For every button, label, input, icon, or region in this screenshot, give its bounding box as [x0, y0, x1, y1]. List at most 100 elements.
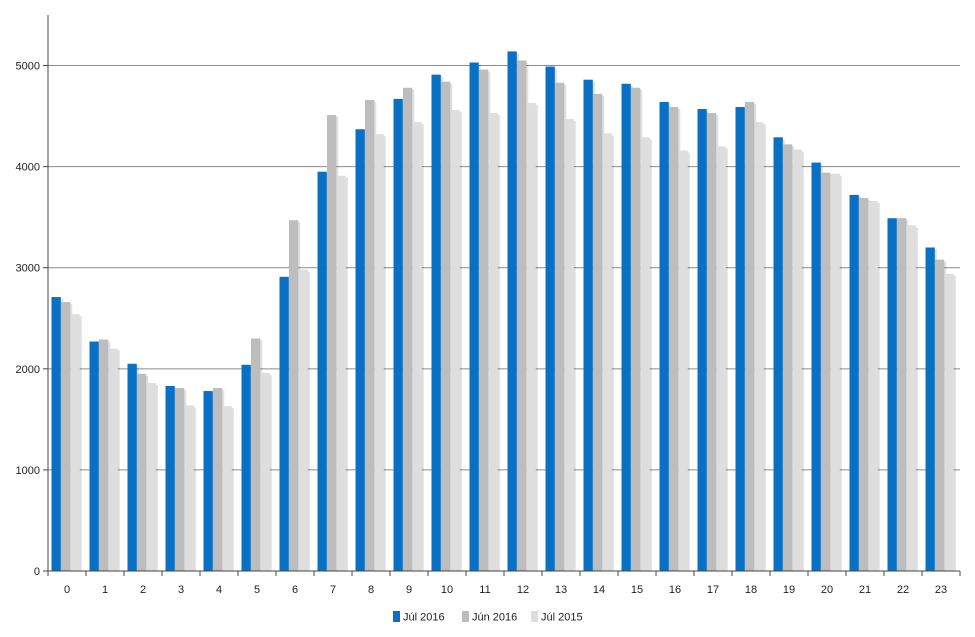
x-tick-label: 20 — [821, 584, 833, 596]
bar — [203, 391, 213, 571]
x-tick-label: 16 — [669, 584, 681, 596]
bar — [70, 314, 80, 571]
bar — [336, 175, 346, 571]
bar — [89, 341, 99, 571]
x-tick-label: 17 — [707, 584, 719, 596]
bar — [830, 173, 840, 572]
bar — [441, 81, 451, 571]
x-tick-labels: 0 1 2 3 4 5 6 7 8 9 10 11 12 13 14 15 16 17 18 19 20 21 22 23 — [64, 584, 947, 596]
bar — [745, 101, 755, 572]
bar — [450, 110, 460, 571]
bar — [403, 87, 413, 571]
bar — [469, 62, 479, 571]
axes — [43, 15, 961, 576]
bar — [507, 51, 517, 572]
x-tick-label: 12 — [517, 584, 529, 596]
y-tick-label: 5000 — [16, 61, 40, 73]
bar — [925, 247, 935, 571]
y-tick-label: 3000 — [16, 263, 40, 275]
x-tick-label: 1 — [102, 584, 108, 596]
bar — [593, 93, 603, 572]
bar — [821, 172, 831, 571]
y-tick-label: 0 — [34, 566, 40, 578]
bar — [61, 302, 71, 571]
legend-swatch — [462, 611, 469, 622]
bar — [849, 194, 859, 571]
x-tick-label: 19 — [783, 584, 795, 596]
bar — [289, 220, 299, 571]
bar — [165, 386, 175, 571]
gridlines — [48, 65, 960, 471]
bar — [944, 273, 954, 571]
bar — [754, 122, 764, 571]
x-tick-label: 5 — [254, 584, 260, 596]
bar — [640, 137, 650, 571]
bar — [669, 106, 679, 571]
x-tick-label: 15 — [631, 584, 643, 596]
bar — [175, 388, 185, 571]
bar — [127, 363, 137, 571]
bar — [859, 197, 869, 571]
bar — [108, 348, 118, 571]
x-tick-label: 10 — [441, 584, 453, 596]
y-tick-label: 2000 — [16, 364, 40, 376]
bar — [298, 269, 308, 571]
x-tick-label: 13 — [555, 584, 567, 596]
bar — [488, 113, 498, 572]
x-tick-label: 22 — [897, 584, 909, 596]
bar — [773, 137, 783, 571]
bar — [260, 372, 270, 571]
bar — [555, 82, 565, 572]
y-tick-labels: 0 1000 2000 3000 4000 5000 — [16, 61, 40, 578]
bar — [783, 144, 793, 571]
y-tick-label: 1000 — [16, 465, 40, 477]
x-tick-label: 8 — [368, 584, 374, 596]
bar — [659, 101, 669, 572]
bar — [602, 133, 612, 571]
bar — [583, 79, 593, 571]
bar — [479, 69, 489, 572]
bar — [678, 150, 688, 571]
bar — [279, 276, 289, 571]
bar — [887, 218, 897, 571]
bar — [317, 171, 327, 571]
bar — [517, 60, 527, 572]
legend-swatch — [531, 611, 538, 622]
legend: Júl 2016 Jún 2016 Júl 2015 — [393, 611, 583, 624]
bar — [99, 339, 109, 571]
x-tick-label: 14 — [593, 584, 605, 596]
bar — [545, 66, 555, 571]
bar — [868, 201, 878, 572]
bar — [184, 405, 194, 571]
legend-label: Júl 2015 — [541, 612, 583, 624]
bar — [526, 102, 536, 571]
bar — [431, 74, 441, 571]
bar — [697, 109, 707, 572]
bar — [213, 388, 223, 571]
bar — [146, 382, 156, 571]
bar — [735, 106, 745, 571]
bar — [412, 122, 422, 571]
x-tick-label: 7 — [330, 584, 336, 596]
bar — [897, 218, 907, 571]
bar — [564, 119, 574, 572]
bar — [355, 129, 365, 571]
legend-swatch — [393, 611, 400, 622]
x-tick-label: 23 — [935, 584, 947, 596]
bar — [792, 149, 802, 571]
x-tick-label: 4 — [216, 584, 222, 596]
bar — [631, 87, 641, 571]
x-tick-label: 11 — [479, 584, 490, 596]
bar — [137, 373, 147, 571]
bar — [707, 113, 717, 572]
bar — [811, 162, 821, 572]
x-tick-label: 3 — [178, 584, 184, 596]
x-tick-label: 6 — [292, 584, 298, 596]
bar — [374, 134, 384, 571]
bar — [935, 259, 945, 571]
bar — [716, 146, 726, 571]
bar — [906, 225, 916, 571]
x-tick-label: 9 — [406, 584, 412, 596]
y-tick-label: 4000 — [16, 162, 40, 174]
